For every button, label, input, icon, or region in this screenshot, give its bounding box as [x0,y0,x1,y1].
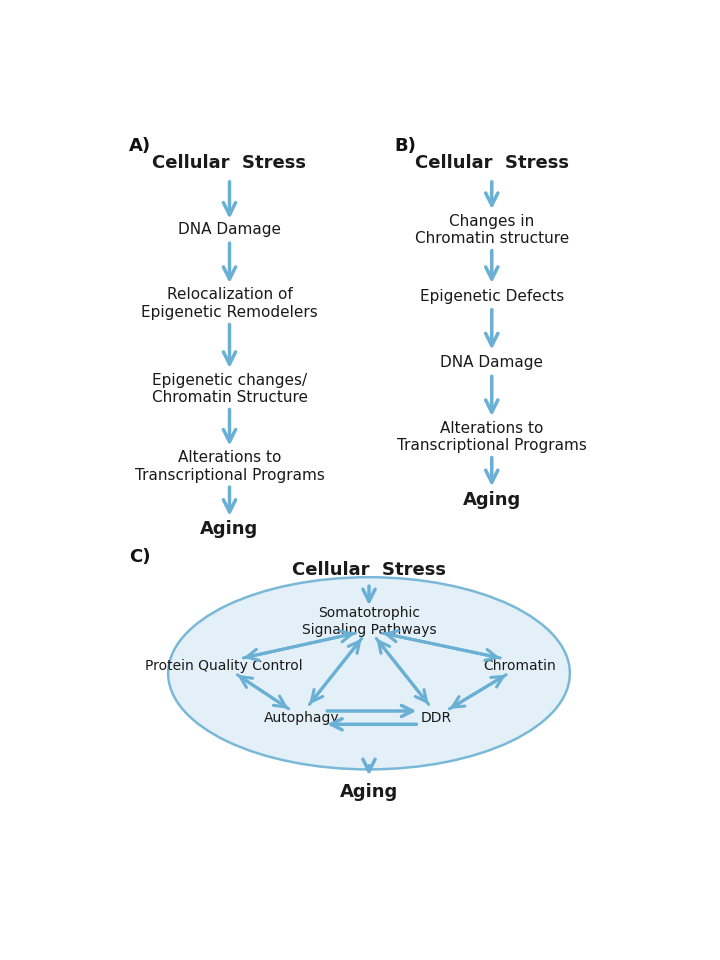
Text: Cellular  Stress: Cellular Stress [292,561,446,579]
Text: C): C) [129,547,150,565]
Text: DNA Damage: DNA Damage [440,355,544,371]
Text: Epigenetic Defects: Epigenetic Defects [420,289,564,303]
Text: B): B) [394,137,416,156]
Text: Protein Quality Control: Protein Quality Control [145,659,302,673]
Text: Cellular  Stress: Cellular Stress [153,155,307,172]
Text: Changes in
Chromatin structure: Changes in Chromatin structure [415,213,569,246]
Text: Aging: Aging [340,782,398,801]
Text: Alterations to
Transcriptional Programs: Alterations to Transcriptional Programs [135,450,325,483]
Text: Cellular  Stress: Cellular Stress [415,155,569,172]
Text: Relocalization of
Epigenetic Remodelers: Relocalization of Epigenetic Remodelers [141,287,318,320]
Text: Alterations to
Transcriptional Programs: Alterations to Transcriptional Programs [397,420,587,453]
Text: A): A) [129,137,151,156]
Text: Chromatin: Chromatin [483,659,556,673]
Text: Somatotrophic
Signaling Pathways: Somatotrophic Signaling Pathways [302,607,436,636]
Text: Autophagy: Autophagy [264,710,340,725]
Text: Aging: Aging [463,491,521,509]
Ellipse shape [168,577,570,769]
Text: Epigenetic changes/
Chromatin Structure: Epigenetic changes/ Chromatin Structure [151,372,307,405]
Text: DDR: DDR [420,710,451,725]
Text: DNA Damage: DNA Damage [178,223,281,237]
Text: Aging: Aging [200,520,258,539]
